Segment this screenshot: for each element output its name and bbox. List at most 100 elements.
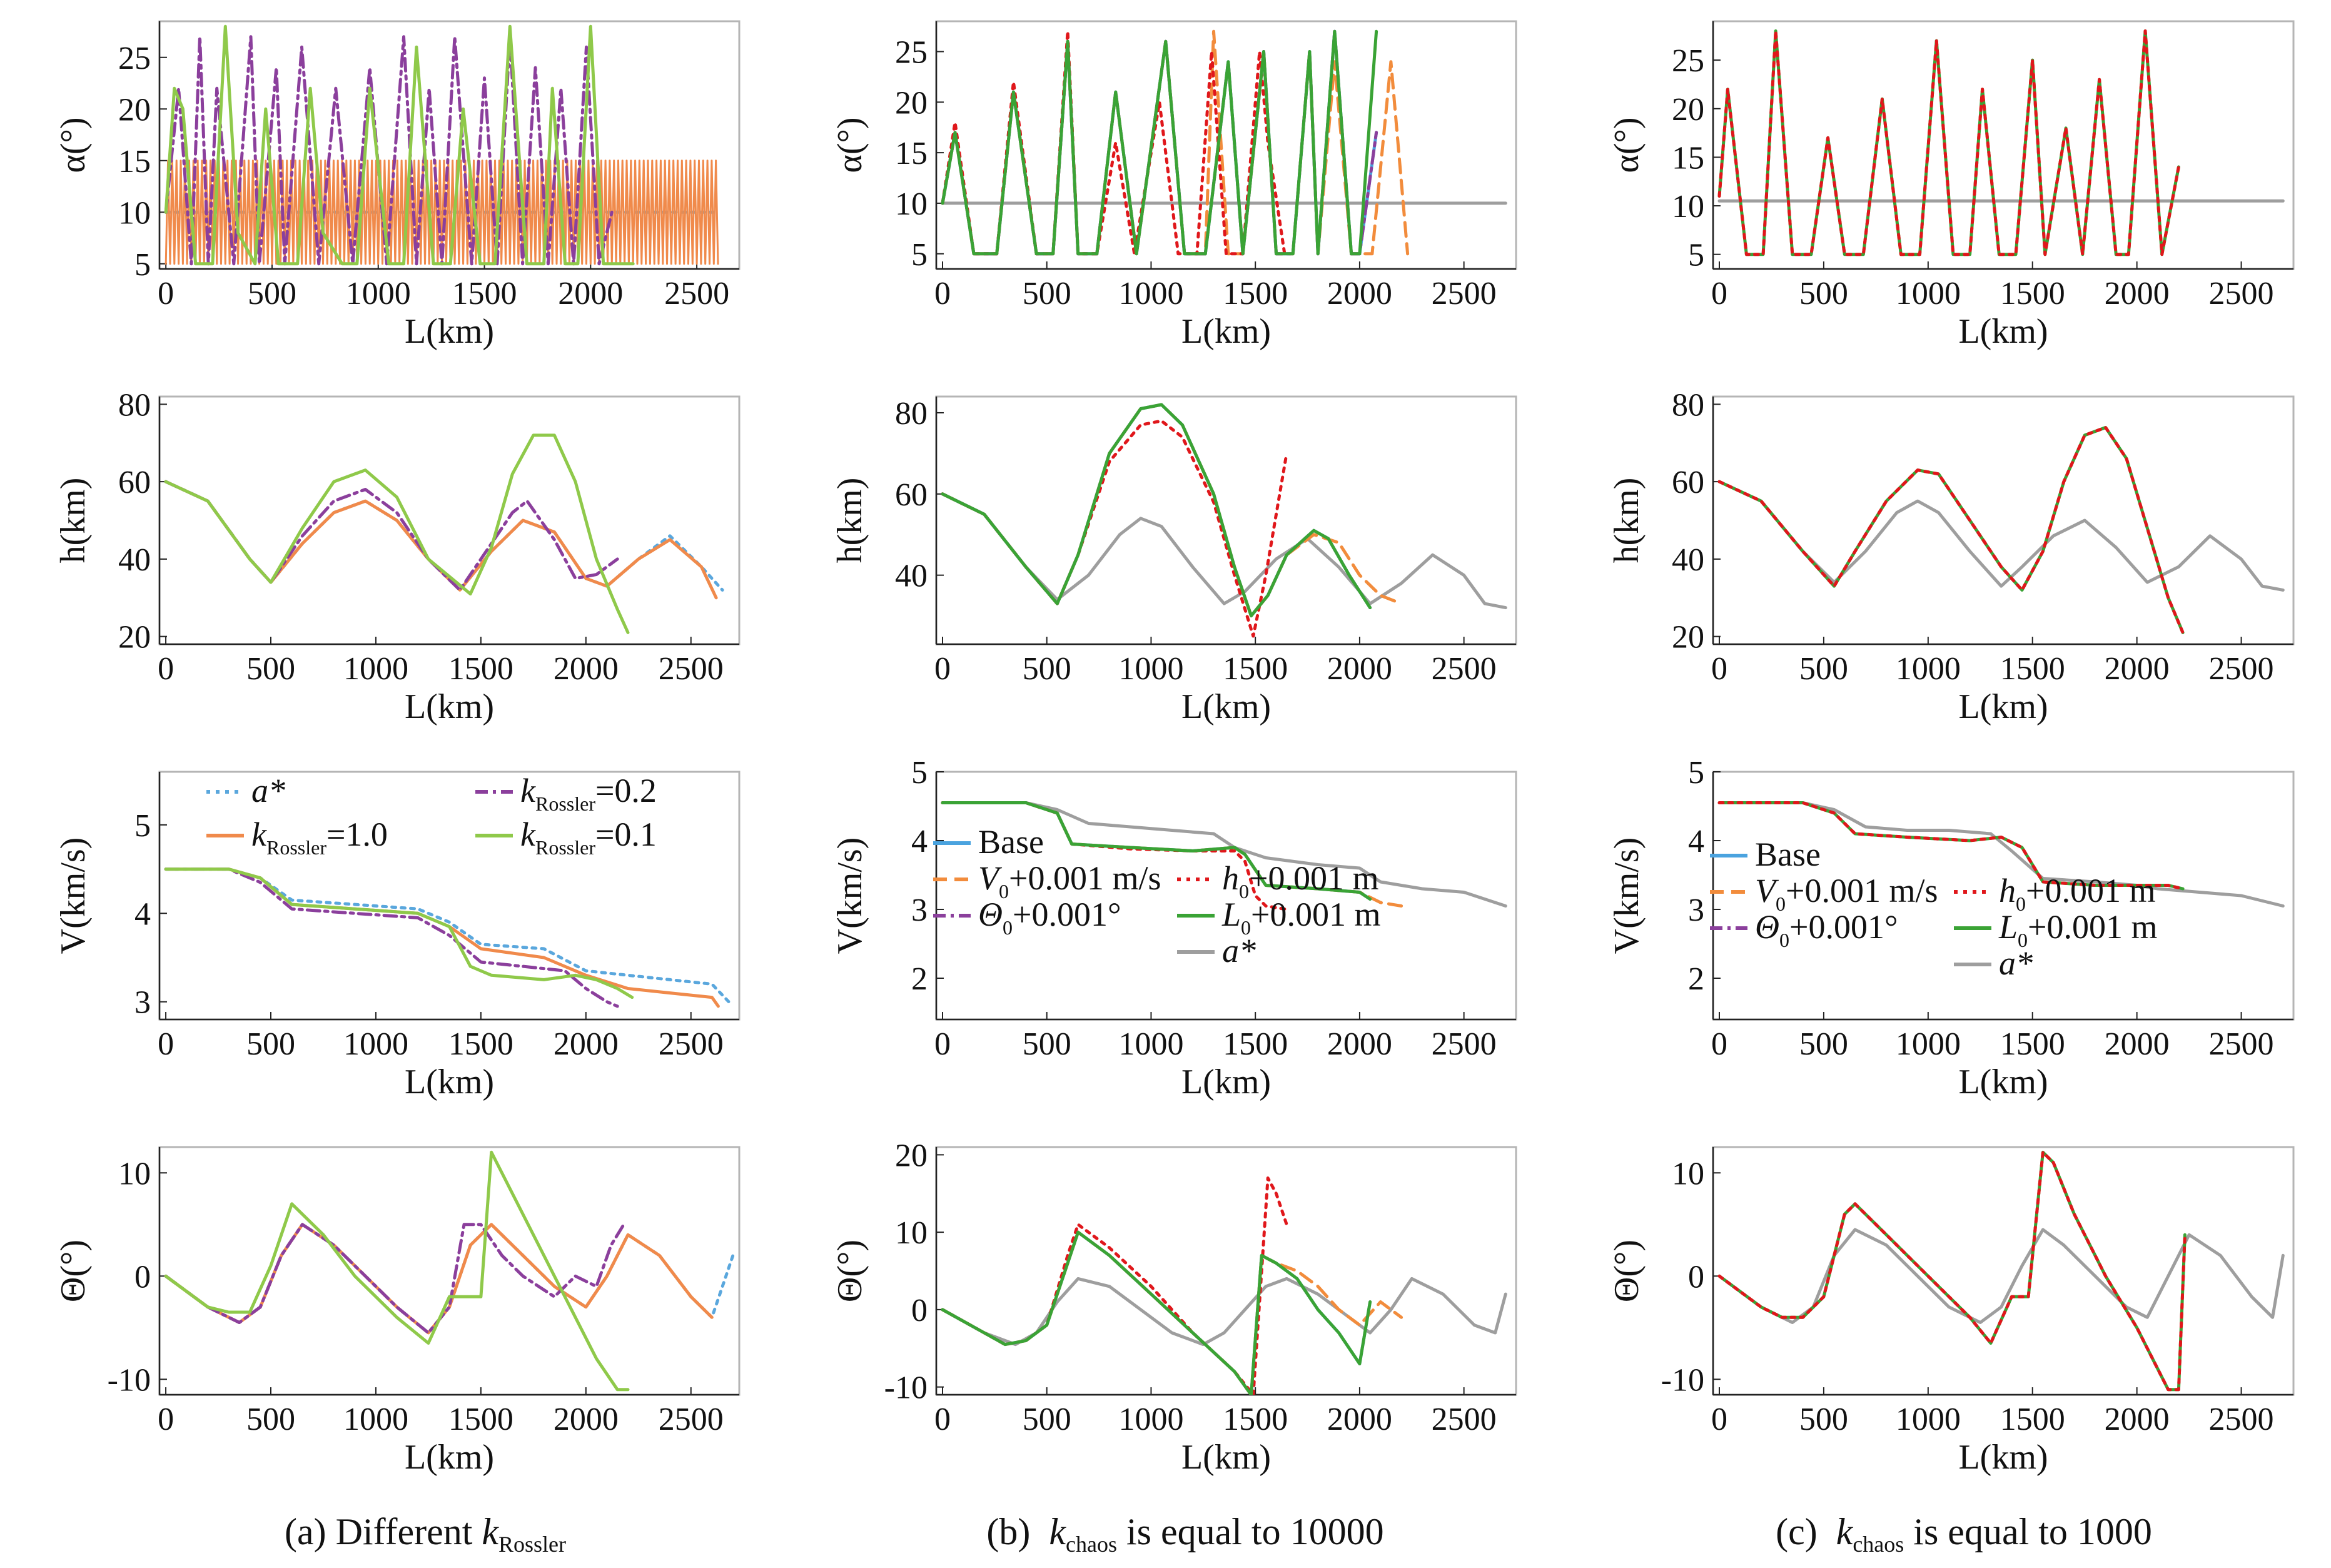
plot-area — [1712, 771, 2295, 1021]
y-tick-label: 20 — [895, 85, 928, 121]
legend-label-base: Base — [1755, 836, 1821, 873]
y-tick-label: 20 — [1672, 92, 1704, 128]
y-tick-label: 20 — [895, 1138, 928, 1173]
y-tick-label: 10 — [895, 1215, 928, 1251]
series-k-rossler-0-2 — [164, 35, 614, 266]
x-tick-label: 1000 — [1896, 276, 1961, 311]
caption-a-sub: Rossler — [498, 1532, 567, 1557]
y-tick-label: 40 — [895, 559, 928, 594]
series-group — [941, 29, 1507, 256]
x-tick-label: 1500 — [2000, 1402, 2065, 1437]
x-tick-label: 2000 — [1327, 276, 1392, 311]
x-tick-label: 2000 — [554, 1026, 619, 1062]
series-a — [1717, 801, 2285, 908]
plot-area — [1712, 395, 2295, 645]
y-tick-label: 5 — [1688, 755, 1704, 791]
legend-label-a: a* — [251, 772, 285, 809]
x-tick-label: 500 — [246, 651, 295, 687]
x-tick-label: 0 — [1711, 276, 1727, 311]
x-tick-label: 500 — [1799, 1026, 1848, 1062]
series-k-rossler-0-1 — [164, 867, 634, 999]
x-axis-label: L(km) — [1958, 312, 2048, 351]
x-tick-label: 0 — [158, 1402, 174, 1437]
y-tick-label: 60 — [118, 465, 151, 500]
y-tick-label: 60 — [895, 477, 928, 513]
x-tick-label: 0 — [1711, 1402, 1727, 1437]
legend-label-a: a* — [1999, 944, 2033, 982]
x-tick-label: 500 — [248, 276, 296, 311]
y-tick-label: 40 — [118, 542, 151, 578]
x-tick-label: 1500 — [1223, 276, 1288, 311]
y-axis-label: V(km/s) — [54, 837, 93, 954]
y-tick-label: 15 — [118, 144, 151, 180]
x-tick-label: 2000 — [1327, 651, 1392, 687]
series-h0-0-001-m — [1717, 426, 2185, 634]
y-tick-label: 80 — [118, 387, 151, 423]
series-l0-0-001-m — [941, 1230, 1372, 1395]
x-tick-label: 0 — [158, 651, 174, 687]
y-tick-label: 20 — [118, 92, 151, 128]
caption-b-k: k — [1049, 1511, 1066, 1552]
legend-label-v0-0-001-m-s: V0+0.001 m/s — [978, 859, 1161, 903]
x-tick-label: 2000 — [1327, 1402, 1392, 1437]
caption-b: (b) kchaos is equal to 10000 — [986, 1510, 1383, 1557]
y-axis-label: α(°) — [1607, 117, 1646, 173]
y-axis-label: h(km) — [1607, 478, 1646, 564]
y-tick-label: 20 — [118, 620, 151, 655]
y-tick-label: 25 — [895, 34, 928, 70]
y-tick-label: 10 — [118, 195, 151, 231]
x-tick-label: 1000 — [1118, 1402, 1183, 1437]
x-tick-label: 1500 — [2000, 651, 2065, 687]
series-group — [941, 1176, 1507, 1395]
y-tick-label: -10 — [108, 1362, 151, 1398]
y-tick-label: 20 — [1672, 620, 1704, 655]
y-tick-label: 2 — [1688, 961, 1704, 997]
x-tick-label: 1500 — [452, 276, 517, 311]
series-k-rossler-0-1 — [164, 24, 635, 266]
series-h0-0-001-m — [1717, 801, 2185, 891]
y-tick-label: 4 — [1688, 824, 1704, 859]
x-tick-label: 1500 — [1223, 1402, 1288, 1437]
x-tick-label: 1500 — [448, 1402, 513, 1437]
series-group — [1717, 29, 2285, 256]
x-tick-label: 1000 — [1118, 1026, 1183, 1062]
series-group — [941, 801, 1507, 911]
x-axis-label: L(km) — [405, 1063, 494, 1101]
x-tick-label: 500 — [1799, 276, 1848, 311]
y-tick-label: 15 — [895, 136, 928, 171]
legend-label-h0-0-001-m: h0+0.001 m — [1999, 872, 2155, 915]
x-tick-label: 2000 — [1327, 1026, 1392, 1062]
panel-b-alpha: 0 500 1000 1500 2000 2500 5 10 15 20 25 L(km) α(°) — [831, 20, 1517, 351]
x-tick-label: 2500 — [1432, 651, 1497, 687]
plot-area — [935, 1146, 1517, 1396]
y-tick-label: 25 — [1672, 43, 1704, 79]
y-tick-label: 3 — [911, 893, 928, 928]
x-tick-label: 500 — [1799, 651, 1848, 687]
caption-c-sub: chaos — [1853, 1532, 1904, 1557]
caption-b-sub: chaos — [1066, 1532, 1117, 1557]
x-tick-label: 2000 — [2105, 651, 2170, 687]
y-axis-label: α(°) — [831, 117, 869, 173]
legend-label-krossler-0-2: kRossler=0.2 — [520, 772, 657, 815]
y-tick-label: 3 — [134, 985, 151, 1021]
x-axis-label: L(km) — [405, 687, 494, 726]
plot-area — [158, 1146, 741, 1396]
x-tick-label: 0 — [158, 276, 174, 311]
series-group — [164, 1150, 735, 1392]
y-tick-label: -10 — [884, 1370, 928, 1406]
y-tick-label: 10 — [1672, 1156, 1704, 1191]
caption-a: (a) Different kRossler — [285, 1510, 566, 1557]
y-tick-label: 5 — [1688, 238, 1704, 273]
legend-label-krossler-0-1: kRossler=0.1 — [520, 816, 657, 859]
x-axis-label: L(km) — [405, 1438, 494, 1477]
x-tick-label: 1500 — [1223, 1026, 1288, 1062]
panel-c-h: 0 500 1000 1500 2000 2500 20 40 60 80 L(km) h(km) — [1607, 387, 2295, 726]
series-k-rossler-0-2 — [164, 867, 619, 1008]
legend-label-l0-0-001-m: L0+0.001 m — [1998, 908, 2158, 951]
x-axis-label: L(km) — [1181, 1063, 1271, 1101]
x-tick-label: 1000 — [1118, 651, 1183, 687]
x-tick-label: 1000 — [1118, 276, 1183, 311]
legend-label-a: a* — [1222, 932, 1256, 969]
y-tick-label: 4 — [911, 824, 928, 859]
